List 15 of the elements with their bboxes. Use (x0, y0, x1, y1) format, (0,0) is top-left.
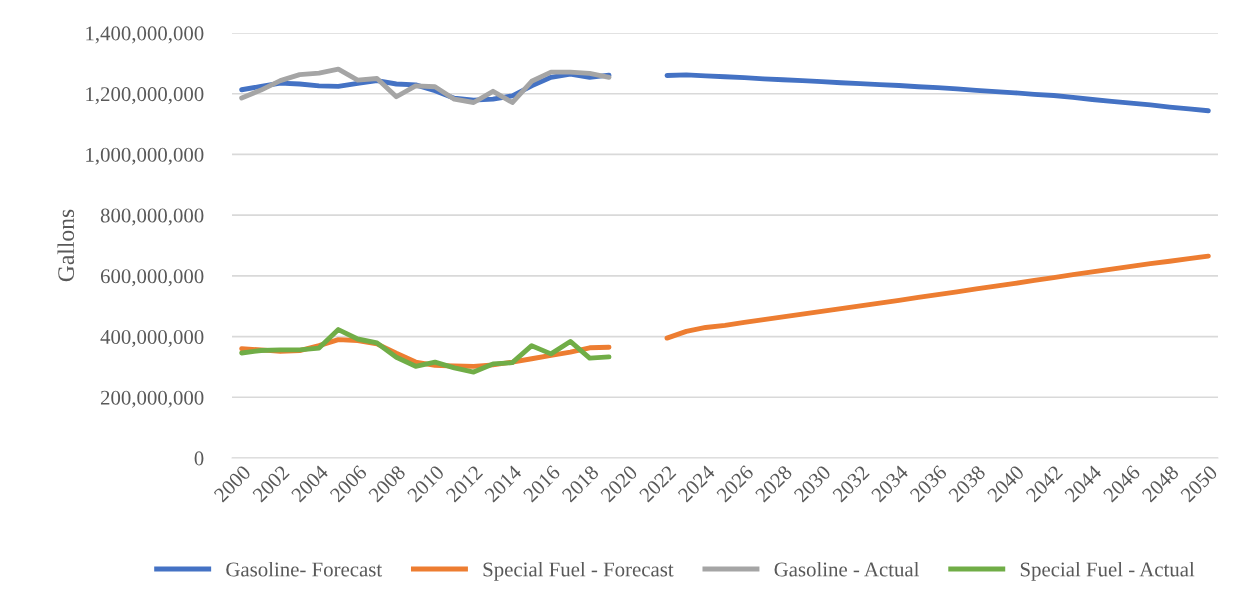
legend-label: Gasoline- Forecast (226, 561, 383, 577)
y-axis-title: Gallons (57, 209, 75, 282)
y-tick-label: 1,400,000,000 (86, 26, 204, 44)
legend-label: Gasoline - Actual (774, 561, 920, 577)
y-tick-label: 800,000,000 (100, 208, 204, 226)
y-tick-label: 200,000,000 (100, 390, 204, 408)
y-tick-label: 1,200,000,000 (86, 87, 204, 105)
y-tick-label: 0 (194, 451, 204, 466)
y-tick-label: 1,000,000,000 (86, 147, 204, 165)
line-series (239, 327, 612, 375)
line-series (239, 66, 612, 105)
legend-label: Special Fuel - Actual (1020, 561, 1195, 581)
y-tick-label: 600,000,000 (100, 269, 204, 287)
y-tick-label: 400,000,000 (100, 329, 204, 347)
legend-label: Special Fuel - Forecast (483, 561, 674, 581)
